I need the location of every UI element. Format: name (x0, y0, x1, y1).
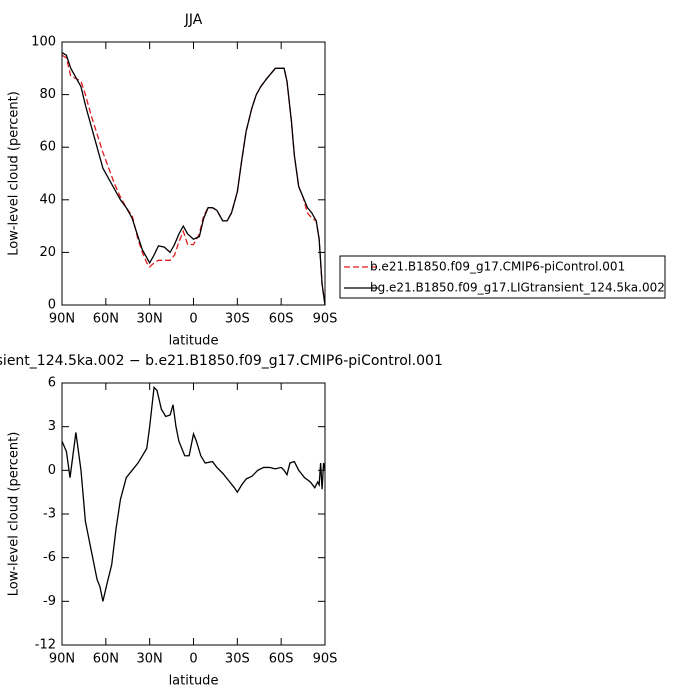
x-tick-label: 0 (189, 312, 197, 327)
legend-label: b.e21.B1850.f09_g17.CMIP6-piControl.001 (370, 260, 625, 274)
y-tick-label: -6 (43, 550, 56, 565)
x-tick-label: 60S (269, 312, 294, 327)
y-tick-label: -3 (43, 507, 56, 522)
y-tick-label: 0 (48, 463, 56, 478)
legend-label: bg.e21.B1850.f09_g17.LIGtransient_124.5k… (370, 281, 665, 295)
x-tick-label: 60S (269, 652, 294, 667)
y-axis-label: Low-level cloud (percent) (7, 91, 22, 256)
x-tick-label: 30S (225, 652, 250, 667)
x-axis-label: latitude (169, 674, 219, 689)
y-tick-label: -9 (43, 594, 56, 609)
x-tick-label: 90S (313, 312, 338, 327)
x-tick-label: 30S (225, 312, 250, 327)
y-tick-label: 60 (39, 140, 56, 155)
x-tick-label: 90N (49, 652, 75, 667)
x-tick-label: 90N (49, 312, 75, 327)
legend-box (339, 255, 666, 299)
y-tick-label: -12 (35, 638, 56, 653)
x-tick-label: 60N (93, 312, 119, 327)
y-tick-label: 0 (48, 298, 56, 313)
x-axis-label: latitude (169, 334, 219, 349)
plot-frame (61, 382, 326, 646)
y-tick-label: 80 (39, 87, 56, 102)
y-tick-label: 20 (39, 245, 56, 260)
x-tick-label: 30N (137, 312, 163, 327)
y-axis-label: Low-level cloud (percent) (7, 432, 22, 597)
plot-frame (61, 41, 326, 306)
y-tick-label: 3 (48, 419, 56, 434)
y-tick-label: 100 (31, 35, 56, 50)
y-tick-label: 40 (39, 192, 56, 207)
y-tick-label: 6 (48, 376, 56, 391)
data-line (61, 54, 326, 306)
chart-title: LIGtransient_124.5ka.002 − b.e21.B1850.f… (0, 353, 443, 369)
data-line (61, 51, 326, 306)
x-tick-label: 90S (313, 652, 338, 667)
x-tick-label: 60N (93, 652, 119, 667)
chart-title: JJA (184, 12, 203, 28)
data-line (61, 385, 326, 602)
x-tick-label: 0 (189, 652, 197, 667)
x-tick-label: 30N (137, 652, 163, 667)
